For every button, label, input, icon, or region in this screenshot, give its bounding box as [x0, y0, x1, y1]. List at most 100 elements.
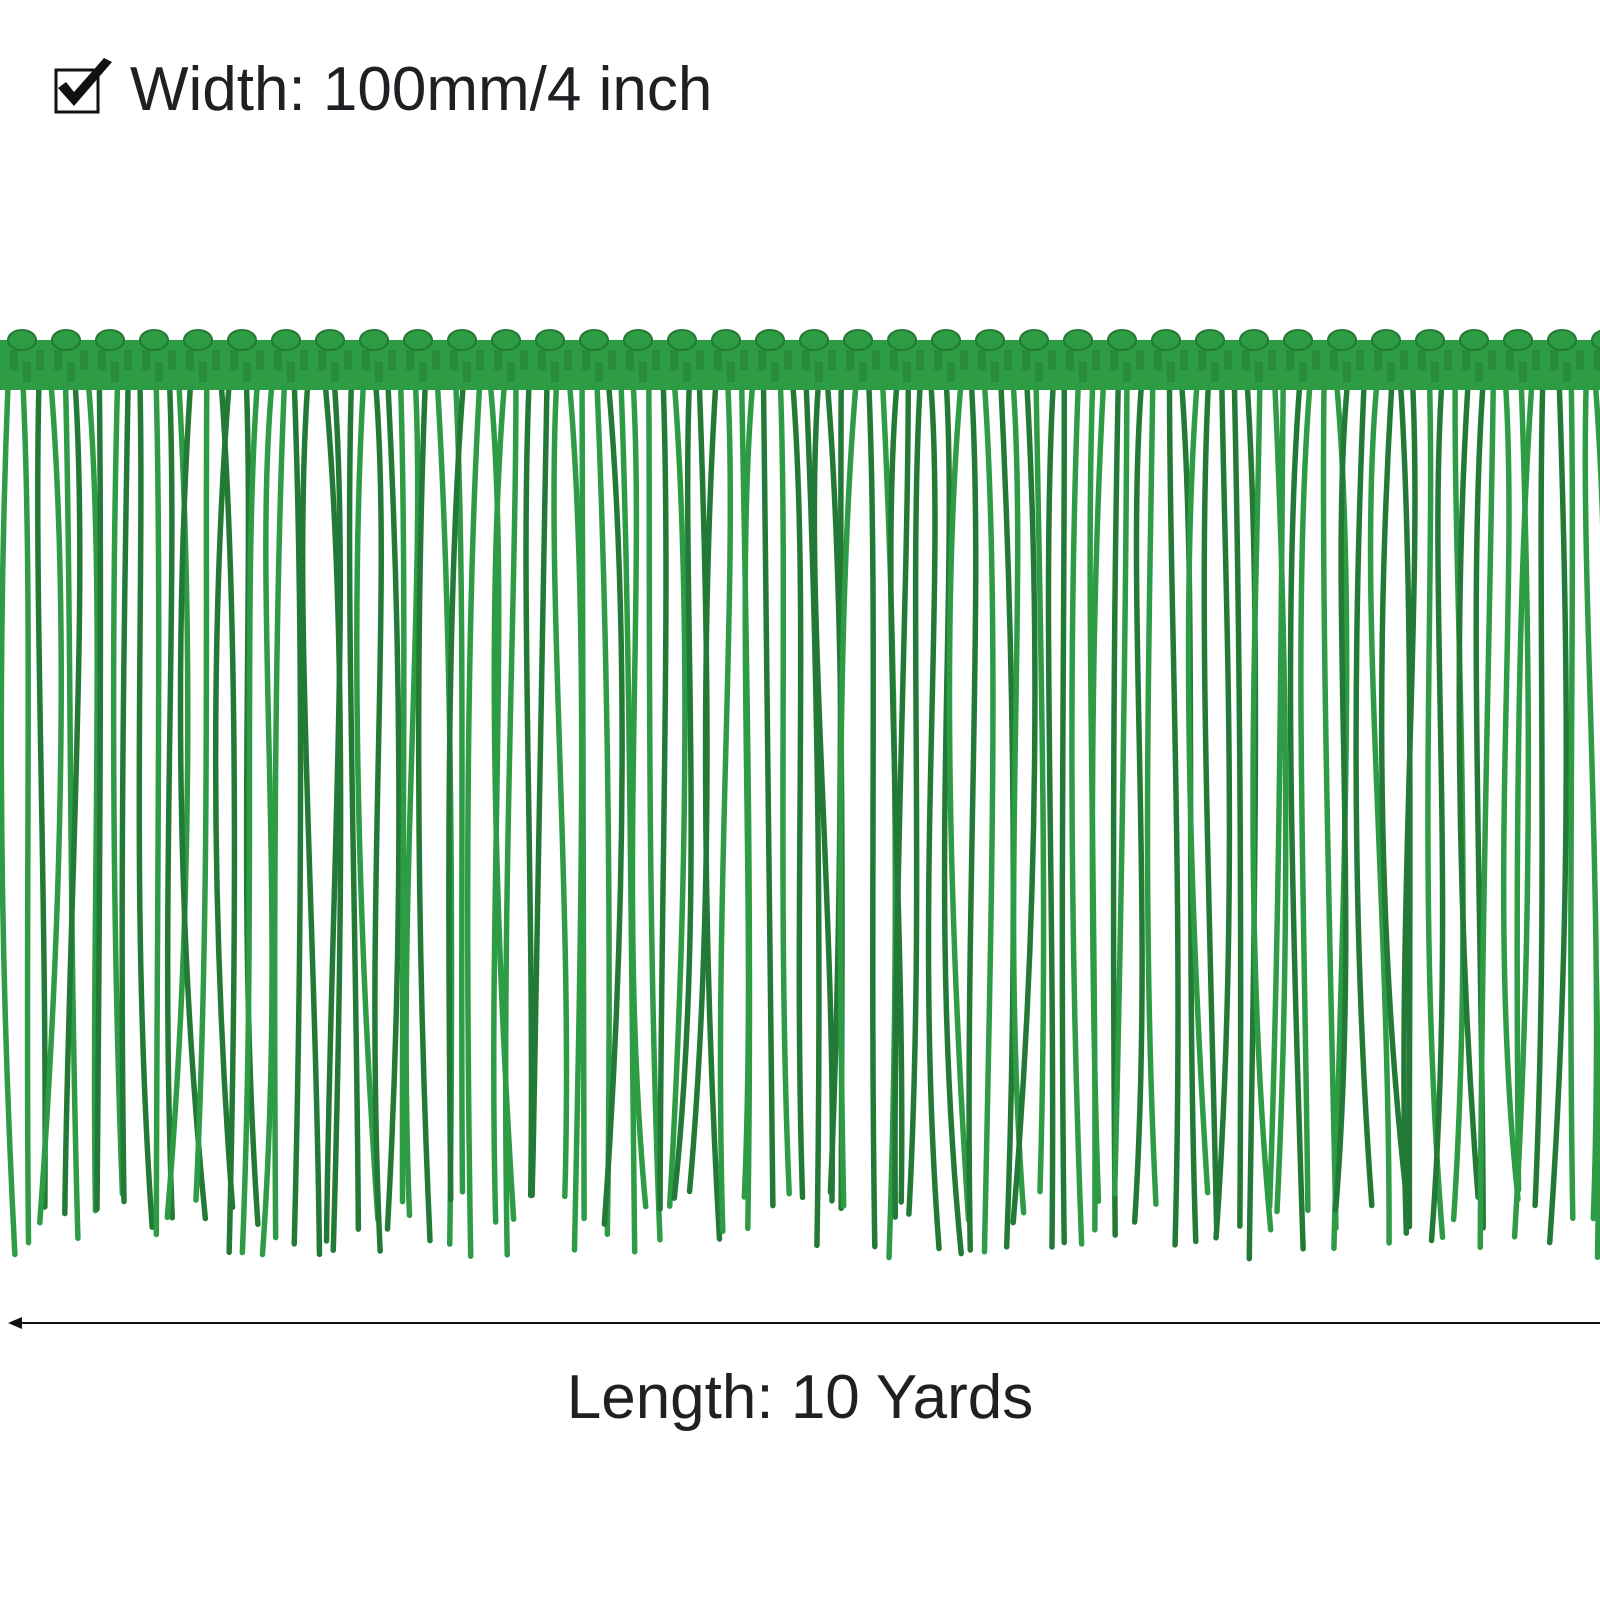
- band-stitch: [1022, 350, 1030, 370]
- band-stitch: [1594, 350, 1600, 370]
- band-stitch: [652, 350, 660, 370]
- band-stitch: [419, 362, 427, 382]
- strand: [1287, 382, 1306, 1252]
- strand: [777, 382, 792, 1197]
- band-stitch: [36, 350, 44, 370]
- band-stitch: [1431, 362, 1439, 382]
- strand: [322, 382, 344, 1254]
- band-stitch: [124, 350, 132, 370]
- strand: [259, 382, 275, 1258]
- strand: [1089, 382, 1107, 1205]
- band-stitch: [300, 350, 308, 370]
- strand: [529, 382, 550, 1199]
- band-stitch: [626, 350, 634, 370]
- strand: [906, 382, 923, 1217]
- band-stitch: [639, 362, 647, 382]
- band-stitch: [1048, 350, 1056, 370]
- band-loop: [315, 329, 345, 351]
- strand: [1425, 382, 1446, 1241]
- band-stitch: [1462, 350, 1470, 370]
- strand: [760, 382, 776, 1209]
- band-loop: [1415, 329, 1445, 351]
- strand: [85, 382, 100, 1214]
- strand: [523, 382, 535, 1199]
- band-stitch: [450, 350, 458, 370]
- band-stitch: [1330, 350, 1338, 370]
- strand: [20, 382, 32, 1246]
- band-stitch: [1418, 350, 1426, 370]
- strand: [177, 382, 209, 1222]
- band-stitch: [212, 350, 220, 370]
- band-stitch: [784, 350, 792, 370]
- band-stitch: [1154, 350, 1162, 370]
- strand: [1532, 382, 1546, 1209]
- strand: [1033, 382, 1047, 1195]
- band-stitch: [1444, 350, 1452, 370]
- band-loop: [711, 329, 741, 351]
- strand: [136, 382, 155, 1230]
- band-stitch: [155, 362, 163, 382]
- strand: [346, 382, 362, 1232]
- check-mark: [58, 58, 112, 106]
- band-loop: [887, 329, 917, 351]
- strand: [579, 382, 587, 1222]
- strand: [239, 382, 260, 1256]
- strand: [741, 382, 756, 1200]
- band-stitch: [758, 350, 766, 370]
- band-stitch: [199, 362, 207, 382]
- strand: [119, 382, 131, 1205]
- band-stitch: [1550, 350, 1558, 370]
- strand: [601, 382, 625, 1227]
- band-stitch: [872, 350, 880, 370]
- strand: [892, 382, 912, 1220]
- band-stitch: [1506, 350, 1514, 370]
- strand: [1213, 382, 1233, 1241]
- strand: [702, 382, 723, 1242]
- band-stitch: [991, 362, 999, 382]
- band-stitch: [947, 362, 955, 382]
- strand: [1069, 382, 1085, 1247]
- band-stitch: [23, 362, 31, 382]
- band-loop: [491, 329, 521, 351]
- band-loop: [535, 329, 565, 351]
- band-stitch: [67, 362, 75, 382]
- check-icon: [54, 58, 112, 114]
- band-stitch: [1123, 362, 1131, 382]
- band-stitch: [243, 362, 251, 382]
- strand: [1185, 382, 1211, 1196]
- band-stitch: [608, 350, 616, 370]
- strand: [299, 382, 323, 1258]
- band-stitch: [1255, 362, 1263, 382]
- band-stitch: [344, 350, 352, 370]
- band-loop: [843, 329, 873, 351]
- band-stitch: [186, 350, 194, 370]
- strand: [966, 382, 979, 1253]
- strand: [415, 382, 433, 1244]
- strand: [790, 382, 806, 1201]
- band-loop: [1063, 329, 1093, 351]
- band-stitch: [80, 350, 88, 370]
- band-loop: [975, 329, 1005, 351]
- band-loop: [579, 329, 609, 351]
- band-stitch: [1211, 362, 1219, 382]
- width-label: Width: 100mm/4 inch: [130, 55, 712, 124]
- band-stitch: [1374, 350, 1382, 370]
- band-loop: [1327, 329, 1357, 351]
- strand: [1298, 382, 1313, 1214]
- strand: [1272, 382, 1289, 1215]
- band-stitch: [10, 350, 18, 370]
- band-stitch: [890, 350, 898, 370]
- band-stitch: [1400, 350, 1408, 370]
- band-loop: [1459, 329, 1489, 351]
- band-stitch: [274, 350, 282, 370]
- strand: [193, 382, 210, 1203]
- strand: [981, 382, 996, 1255]
- strand: [1353, 382, 1375, 1209]
- strand: [354, 382, 381, 1223]
- band-stitch: [1079, 362, 1087, 382]
- band-stitch: [960, 350, 968, 370]
- length-arrow: [8, 1317, 1600, 1329]
- strand: [646, 382, 663, 1243]
